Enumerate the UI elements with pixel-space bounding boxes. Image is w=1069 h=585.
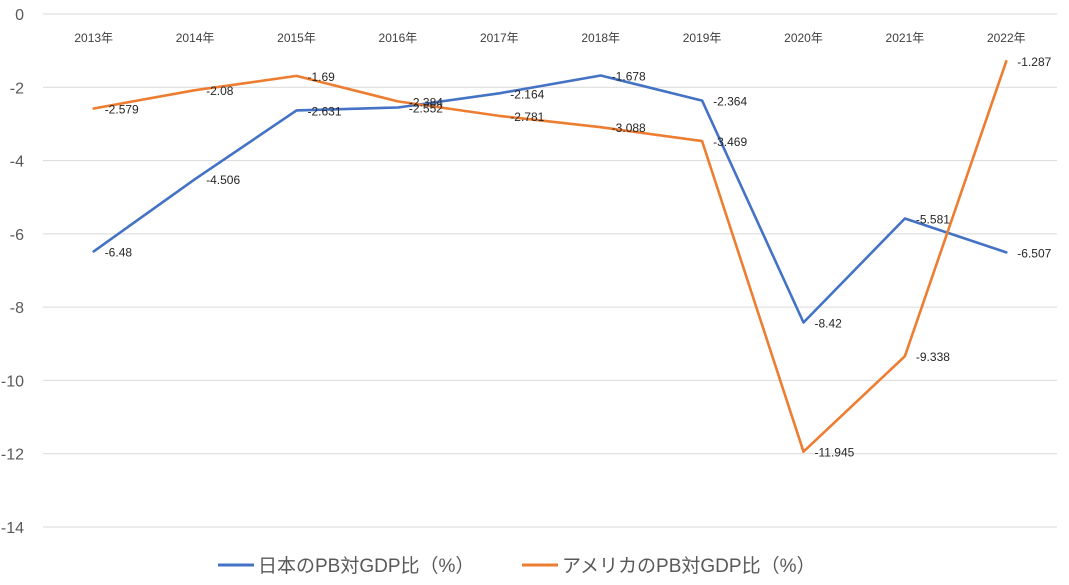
data-label: -1.287 <box>1017 55 1051 69</box>
x-tick-label: 2019年 <box>683 31 722 45</box>
data-label: -3.469 <box>713 135 747 149</box>
x-tick-label: 2020年 <box>784 31 823 45</box>
data-label: -9.338 <box>916 350 950 364</box>
data-label: -2.164 <box>510 87 544 101</box>
y-tick-label: -8 <box>10 300 24 317</box>
data-label: -1.678 <box>612 69 646 83</box>
x-tick-label: 2018年 <box>581 31 620 45</box>
data-label: -4.506 <box>206 173 240 187</box>
x-tick-label: 2013年 <box>74 31 113 45</box>
series-line-1 <box>92 59 1008 454</box>
data-label: -8.42 <box>815 317 843 331</box>
data-label: -2.364 <box>713 95 747 109</box>
y-tick-label: -6 <box>10 227 24 244</box>
x-tick-label: 2022年 <box>987 31 1026 45</box>
data-label: -3.088 <box>612 121 646 135</box>
data-label: -11.945 <box>815 446 855 460</box>
x-tick-label: 2017年 <box>480 31 519 45</box>
legend-label: 日本のPB対GDP比（%） <box>258 555 474 577</box>
y-tick-label: 0 <box>15 7 24 24</box>
x-tick-label: 2016年 <box>379 31 418 45</box>
legend: 日本のPB対GDP比（%） アメリカのPB対GDP比（%） <box>218 555 815 577</box>
x-axis-ticks: 2013年 2014年 2015年 2016年 2017年 2018年 2019年 2020年… <box>74 31 1025 45</box>
y-tick-label: -12 <box>1 447 24 464</box>
series-lines <box>92 59 1008 454</box>
x-tick-label: 2015年 <box>277 31 316 45</box>
y-axis-ticks: 0 -2 -4 -6 -8 -10 -12 -14 <box>1 7 24 537</box>
y-tick-label: -10 <box>1 373 24 390</box>
y-tick-label: -2 <box>10 80 24 97</box>
data-label: -6.48 <box>105 245 133 259</box>
data-label: -1.69 <box>308 70 336 84</box>
data-labels: -6.48 -4.506 -2.631 -2.552 -2.164 -1.678 -2.36… <box>105 55 1052 460</box>
data-label: -6.507 <box>1017 246 1051 260</box>
x-tick-label: 2014年 <box>176 31 215 45</box>
data-label: -2.631 <box>308 104 342 118</box>
data-label: -2.384 <box>409 95 443 109</box>
y-tick-label: -14 <box>1 520 24 537</box>
data-label: -2.552 <box>409 102 443 116</box>
data-label: -2.579 <box>105 103 139 117</box>
data-label: -5.581 <box>916 213 950 227</box>
legend-label: アメリカのPB対GDP比（%） <box>562 555 815 577</box>
x-tick-label: 2021年 <box>886 31 925 45</box>
data-label: -2.781 <box>510 110 544 124</box>
y-tick-label: -4 <box>10 154 24 171</box>
series-line-0 <box>92 74 1008 324</box>
data-label: -2.08 <box>206 84 234 98</box>
